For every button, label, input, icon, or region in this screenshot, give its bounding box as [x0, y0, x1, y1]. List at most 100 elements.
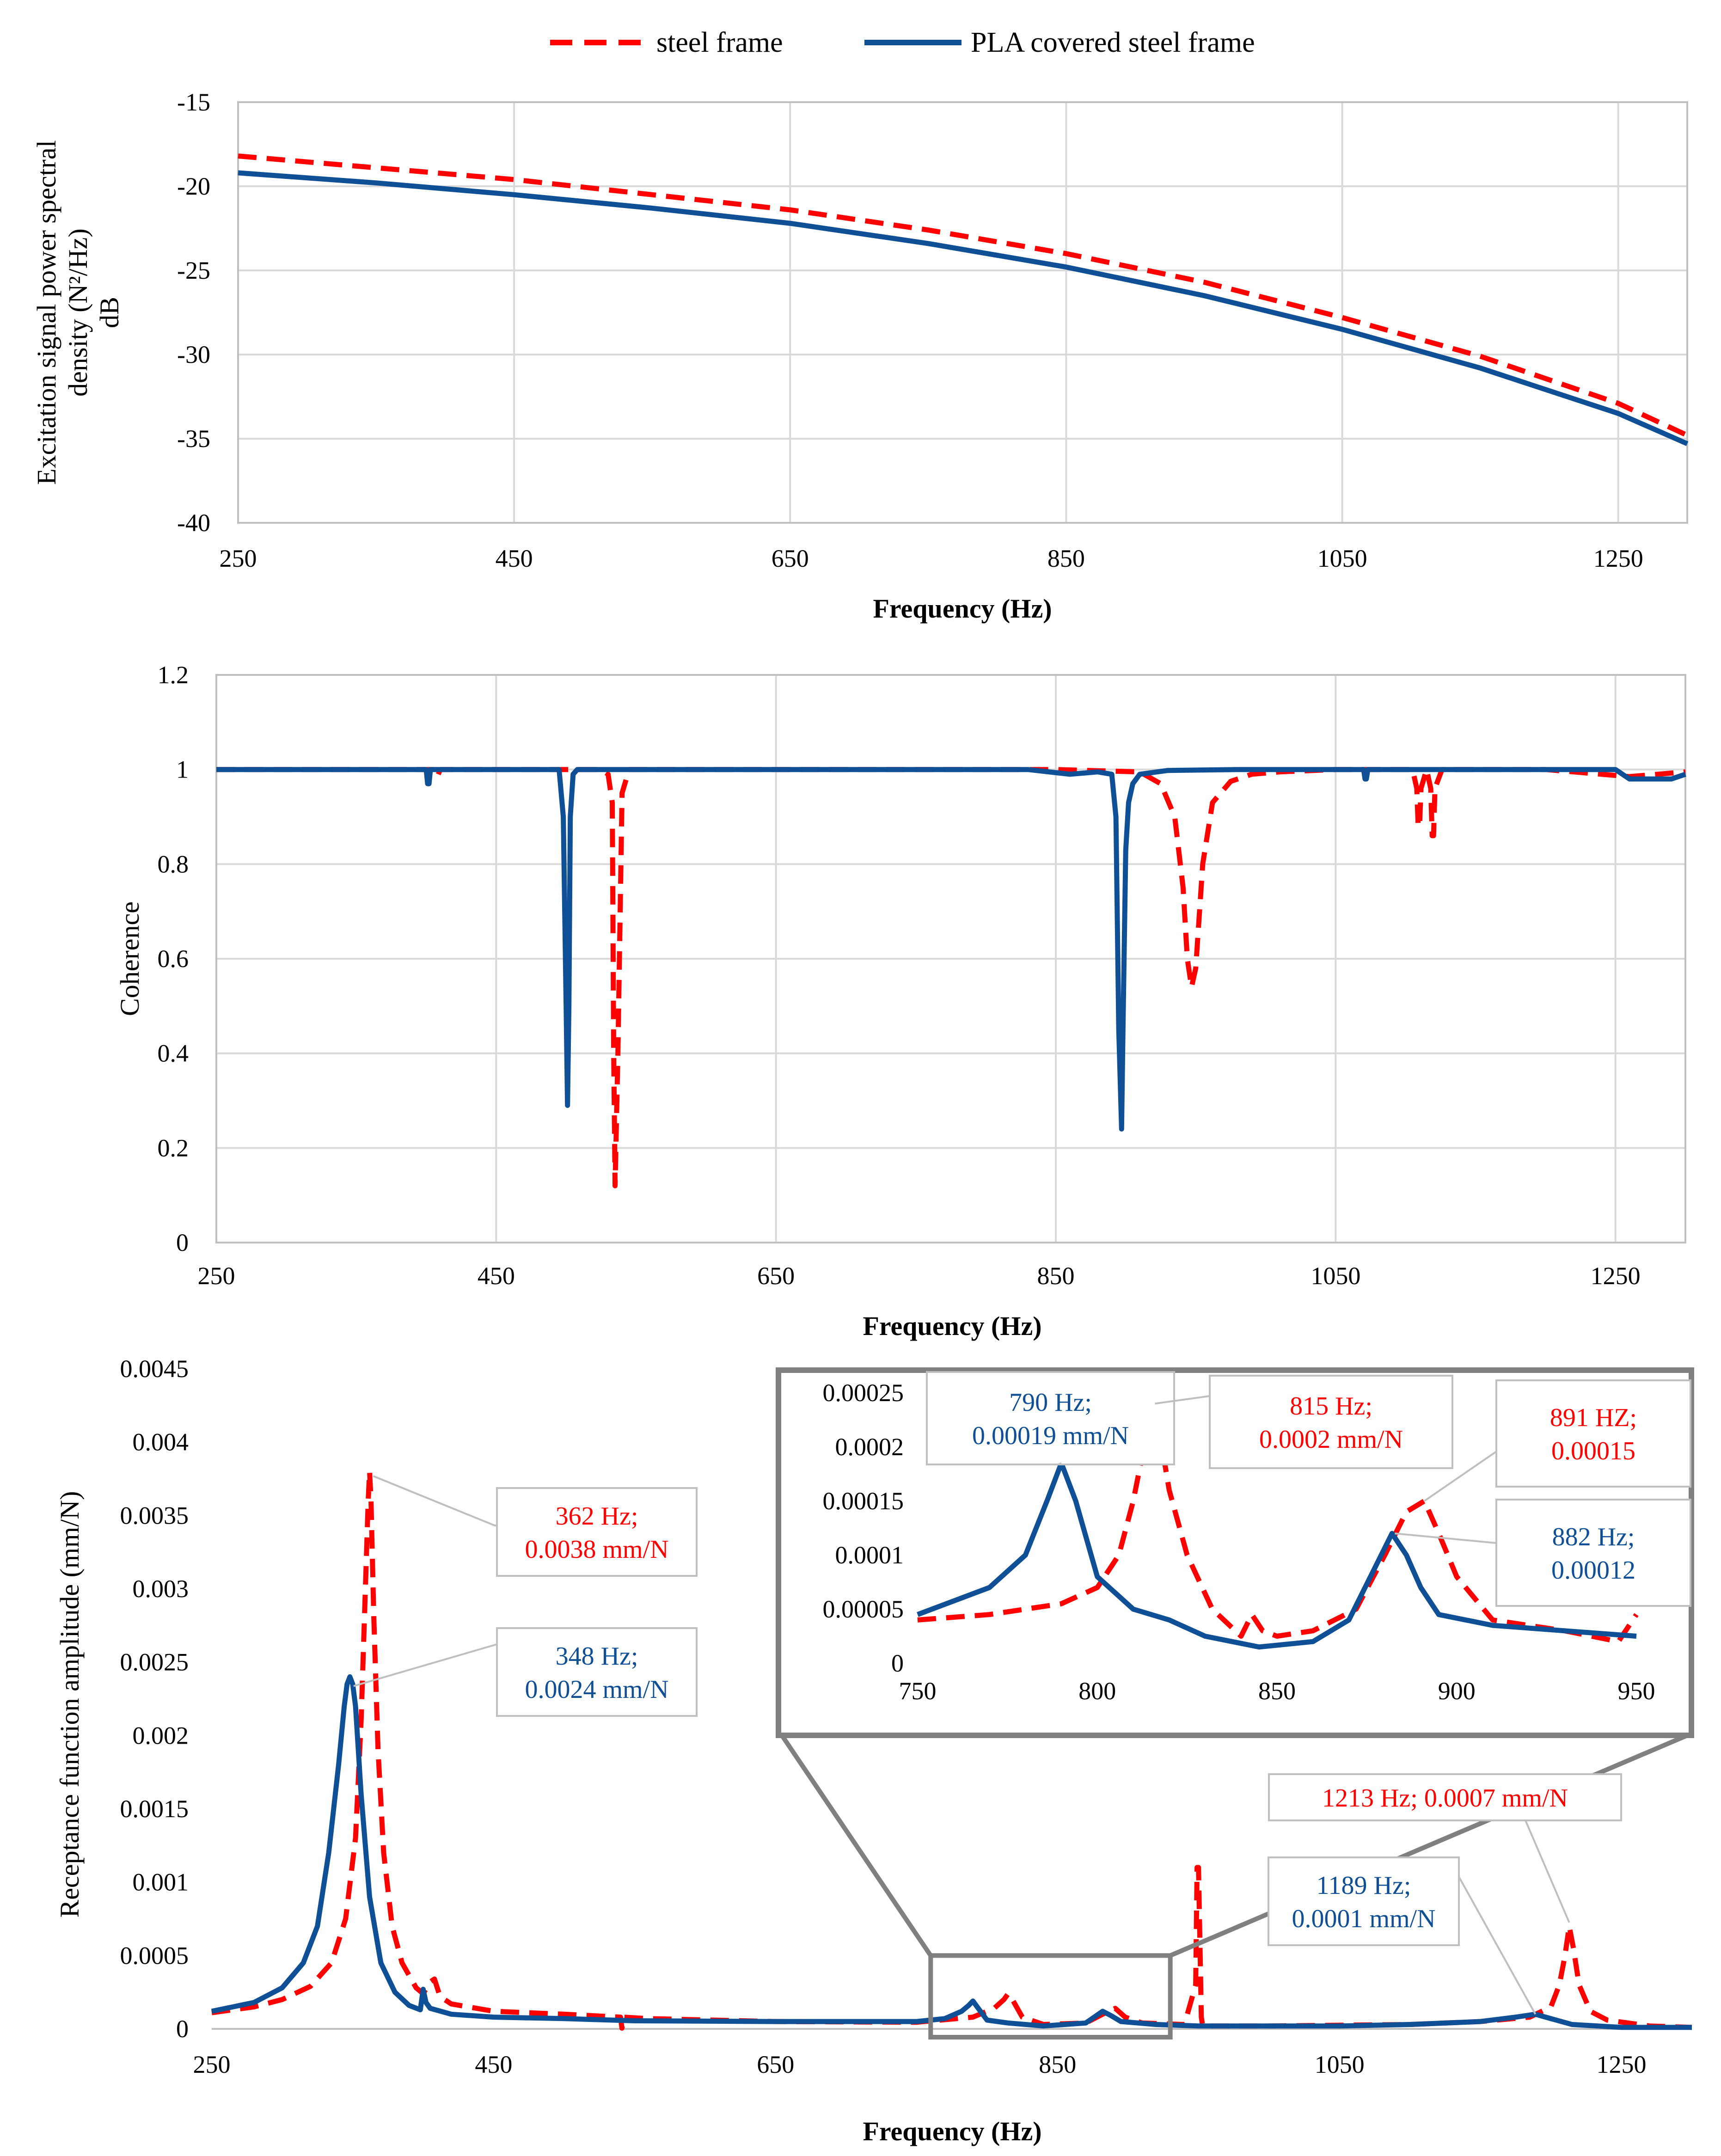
- psd-x-tick-label: 1250: [1593, 545, 1643, 572]
- psd-y-tick-label: -35: [177, 425, 210, 453]
- psd-series-steel-frame: [238, 153, 1689, 438]
- anno-362hz-callout-box: [496, 1487, 698, 1577]
- inset-anno-882hz-callout-text: 0.00012: [1551, 1556, 1635, 1585]
- receptance-x-tick-label: 850: [1039, 2051, 1076, 2078]
- inset-anno-790hz-callout-text: 790 Hz;: [1009, 1388, 1092, 1417]
- receptance-x-tick-label: 1050: [1315, 2051, 1365, 2078]
- anno-1213hz-callout-leader: [1525, 1820, 1570, 1923]
- receptance-annotations: 362 Hz; 0.0038 mm/N 348 Hz; 0.0024 mm/N 1213…: [353, 1371, 1691, 2015]
- inset-anno-882hz-callout-box: [1495, 1499, 1691, 1607]
- psd-y-axis-title-line-3: dB: [94, 297, 124, 328]
- psd-x-axis-title: Frequency (Hz): [873, 594, 1052, 624]
- psd-y-axis-title-line-2: density (N²/Hz): [63, 228, 93, 397]
- coherence-y-tick-label: 1.2: [158, 661, 189, 689]
- psd-x-tick-label: 1050: [1317, 545, 1367, 572]
- coherence-plot-area: [215, 674, 1686, 1243]
- coherence-y-tick-label: 1: [176, 756, 189, 784]
- coherence-panel: 0 0.2 0.4 0.6 0.8 1 1.2 250 450 650 850 1050 1250 Fr…: [115, 661, 1686, 1341]
- coherence-x-tick-label: 1050: [1311, 1262, 1360, 1290]
- coherence-series-pla-covered-steel-frame: [216, 767, 1686, 1132]
- coherence-x-tick-label: 1250: [1591, 1262, 1641, 1290]
- inset-y-tick-label: 0.00025: [823, 1379, 904, 1407]
- psd-plot-area: [237, 101, 1688, 524]
- inset-anno-891hz-callout-text: 0.00015: [1551, 1437, 1635, 1465]
- inset-anno-891hz-callout-leader: [1424, 1451, 1497, 1502]
- receptance-y-tick-label: 0.0025: [120, 1648, 189, 1676]
- inset-x-tick-label: 850: [1258, 1677, 1296, 1705]
- inset-y-tick-label: 0.0002: [835, 1433, 904, 1461]
- coherence-y-tick-label: 0.2: [158, 1134, 189, 1162]
- legend: steel frame PLA covered steel frame: [550, 27, 1255, 58]
- inset-anno-815hz-callout-text: 0.0002 mm/N: [1259, 1425, 1403, 1454]
- inset-anno-790hz-callout-leader: [1058, 1462, 1062, 1465]
- coherence-series-steel-frame: [216, 767, 1686, 1188]
- psd-y-tick-label: -15: [177, 88, 210, 116]
- receptance-tick-labels: 0 0.0005 0.001 0.0015 0.002 0.0025 0.003 0.0035…: [120, 1355, 1647, 2078]
- receptance-panel: 0 0.0005 0.001 0.0015 0.002 0.0025 0.003 0.0035…: [55, 1355, 1694, 2146]
- coherence-x-tick-label: 650: [757, 1262, 795, 1290]
- receptance-x-tick-label: 250: [193, 2051, 231, 2078]
- psd-y-axis-title-line-1: Excitation signal power spectral: [31, 140, 61, 485]
- coherence-x-tick-label: 250: [198, 1262, 235, 1290]
- receptance-y-tick-label: 0.0015: [120, 1795, 189, 1823]
- anno-348hz-callout-text: 348 Hz;: [556, 1642, 638, 1671]
- anno-348hz-callout-leader: [353, 1643, 497, 1687]
- inset-x-tick-label: 900: [1438, 1677, 1476, 1705]
- psd-y-axis-title: Excitation signal power spectral density…: [31, 140, 124, 485]
- anno-1189hz-callout-text: 1189 Hz;: [1317, 1871, 1411, 1900]
- coherence-y-tick-label: 0: [176, 1229, 189, 1256]
- zoom-connector-line-right: [1169, 1732, 1690, 1958]
- receptance-y-tick-label: 0.0035: [120, 1501, 189, 1529]
- coherence-y-axis-title: Coherence: [115, 901, 145, 1016]
- inset-series-steel-frame: [917, 1401, 1639, 1644]
- inset-tick-labels: 0 0.00005 0.0001 0.00015 0.0002 0.00025 750 800…: [823, 1379, 1655, 1705]
- coherence-x-tick-label: 450: [478, 1262, 515, 1290]
- inset-x-tick-label: 750: [899, 1677, 937, 1705]
- psd-series-pla-covered-steel-frame: [238, 170, 1689, 446]
- zoom-region-box: [928, 1953, 1173, 2040]
- inset-anno-815hz-callout-box: [1209, 1375, 1453, 1469]
- receptance-series-group: [211, 1469, 1692, 2031]
- psd-panel: -40 -35 -30 -25 -20 -15 250 450 650 850 1050 1250 F…: [31, 88, 1689, 624]
- coherence-y-tick-label: 0.8: [158, 850, 189, 878]
- inset-anno-891hz-callout-text: 891 HZ;: [1550, 1403, 1637, 1432]
- receptance-y-axis-title: Receptance function amplitude (mm/N): [55, 1491, 85, 1918]
- anno-1189hz-callout-text: 0.0001 mm/N: [1292, 1905, 1435, 1933]
- anno-1189hz-callout-box: [1268, 1856, 1460, 1946]
- inset-anno-790hz-callout-text: 0.00019 mm/N: [972, 1421, 1129, 1450]
- receptance-y-tick-label: 0.0005: [120, 1942, 189, 1969]
- psd-y-tick-label: -20: [177, 172, 210, 200]
- inset-series-group: [917, 1401, 1639, 1650]
- receptance-y-tick-label: 0.003: [133, 1575, 189, 1603]
- anno-348hz-callout-box: [496, 1627, 698, 1717]
- psd-y-tick-label: -25: [177, 257, 210, 284]
- coherence-series-group: [216, 767, 1686, 1188]
- inset-anno-815hz-callout-text: 815 Hz;: [1290, 1392, 1372, 1421]
- coherence-y-tick-label: 0.4: [158, 1040, 189, 1067]
- psd-x-tick-label: 650: [772, 545, 809, 572]
- legend-label-pla-covered-steel-frame: PLA covered steel frame: [971, 27, 1255, 58]
- inset-anno-790hz-callout-box: [926, 1371, 1175, 1465]
- psd-y-tick-label: -40: [177, 509, 210, 537]
- inset-anno-891hz-callout-box: [1495, 1379, 1691, 1488]
- inset-y-tick-label: 0.00015: [823, 1487, 904, 1515]
- anno-348hz-callout-text: 0.0024 mm/N: [525, 1675, 668, 1704]
- inset-y-tick-label: 0: [891, 1649, 904, 1677]
- zoom-connector: [779, 1732, 1690, 2040]
- coherence-y-tick-label: 0.6: [158, 945, 189, 973]
- receptance-y-tick-label: 0.0045: [120, 1355, 189, 1383]
- anno-1189hz-callout-leader: [1458, 1876, 1537, 2015]
- anno-362hz-callout-text: 0.0038 mm/N: [525, 1535, 668, 1564]
- receptance-series-steel-frame: [211, 1469, 1692, 2031]
- psd-x-tick-label: 850: [1047, 545, 1085, 572]
- inset-y-tick-label: 0.00005: [823, 1595, 904, 1623]
- receptance-series-pla-covered-steel-frame: [211, 1674, 1692, 2030]
- coherence-x-tick-label: 850: [1037, 1262, 1075, 1290]
- receptance-y-tick-label: 0.002: [133, 1721, 189, 1749]
- receptance-x-tick-label: 1250: [1597, 2051, 1647, 2078]
- psd-grid: [237, 101, 1687, 524]
- anno-362hz-callout-leader: [373, 1475, 497, 1526]
- anno-362hz-callout-text: 362 Hz;: [556, 1502, 638, 1531]
- psd-y-tick-label: -30: [177, 341, 210, 368]
